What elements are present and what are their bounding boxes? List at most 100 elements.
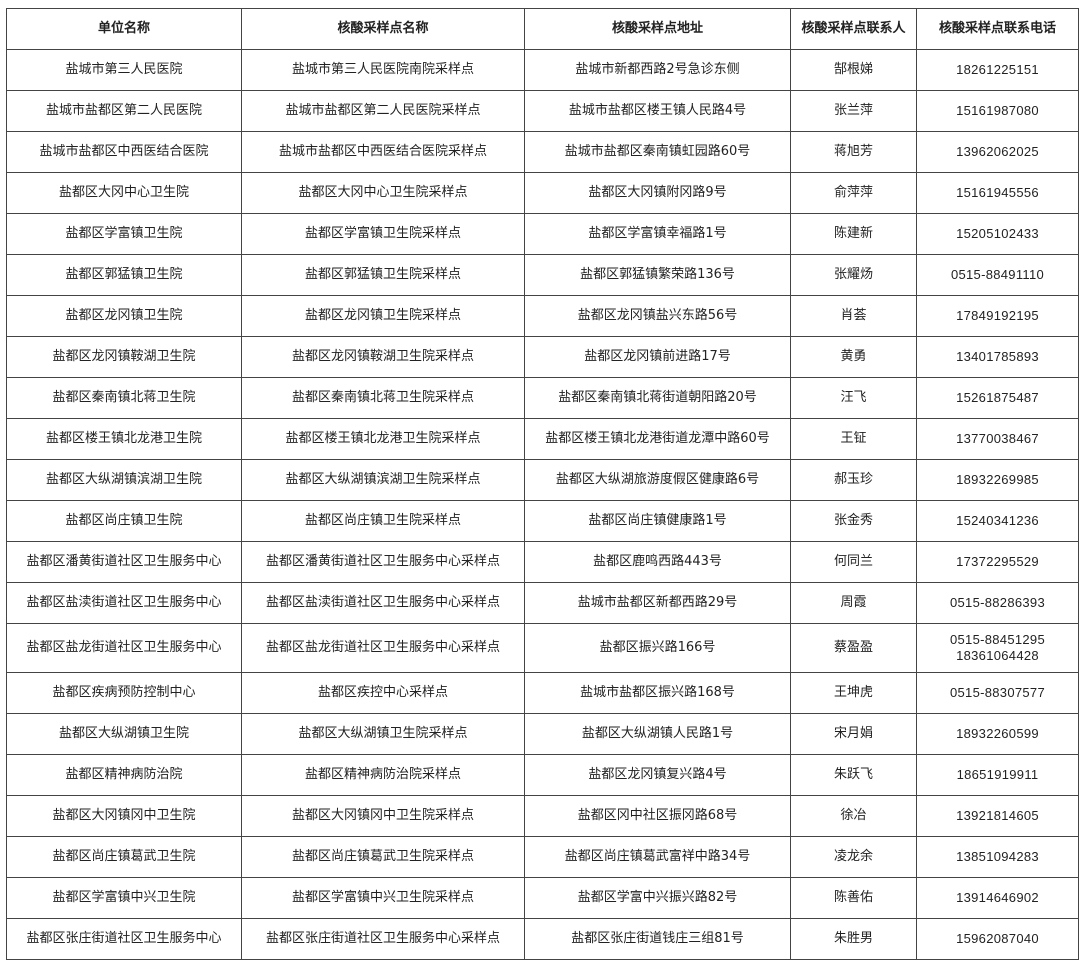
phone-cell: 13401785893 [916, 336, 1079, 378]
table-row: 盐都区盐渎街道社区卫生服务中心 盐都区盐渎街道社区卫生服务中心采样点 盐城市盐都区新… [6, 582, 1079, 624]
address-cell: 盐都区大纵湖旅游度假区健康路6号 [524, 459, 791, 501]
site-cell: 盐都区大纵湖镇卫生院采样点 [241, 713, 525, 755]
phone-cell: 13921814605 [916, 795, 1079, 837]
phone-cell: 18932260599 [916, 713, 1079, 755]
unit-cell: 盐都区楼王镇北龙港卫生院 [6, 418, 242, 460]
unit-cell: 盐城市盐都区第二人民医院 [6, 90, 242, 132]
contact-cell: 陈善佑 [790, 877, 917, 919]
phone-cell: 15205102433 [916, 213, 1079, 255]
phone-number: 13962062025 [956, 144, 1039, 159]
unit-cell: 盐都区郭猛镇卫生院 [6, 254, 242, 296]
phone-number: 13851094283 [956, 849, 1039, 864]
contact-cell: 张兰萍 [790, 90, 917, 132]
phone-number: 17849192195 [956, 308, 1039, 323]
address-cell: 盐都区学富中兴振兴路82号 [524, 877, 791, 919]
address-cell: 盐城市盐都区秦南镇虹园路60号 [524, 131, 791, 173]
contact-cell: 何同兰 [790, 541, 917, 583]
unit-cell: 盐都区盐龙街道社区卫生服务中心 [6, 623, 242, 673]
phone-number: 15161987080 [956, 103, 1039, 118]
phone-number: 0515-88307577 [950, 685, 1045, 700]
phone-cell: 0515-88286393 [916, 582, 1079, 624]
phone-cell: 0515-88451295 18361064428 [916, 623, 1079, 673]
table-row: 盐城市盐都区第二人民医院 盐城市盐都区第二人民医院采样点 盐城市盐都区楼王镇人民路4… [6, 90, 1079, 132]
phone-cell: 18932269985 [916, 459, 1079, 501]
phone-cell: 15161987080 [916, 90, 1079, 132]
phone-cell: 15240341236 [916, 500, 1079, 542]
site-cell: 盐都区大纵湖镇滨湖卫生院采样点 [241, 459, 525, 501]
table-row: 盐城市盐都区中西医结合医院 盐城市盐都区中西医结合医院采样点 盐城市盐都区秦南镇虹园… [6, 131, 1079, 173]
phone-cell: 13914646902 [916, 877, 1079, 919]
site-cell: 盐都区疾控中心采样点 [241, 672, 525, 714]
address-cell: 盐都区大冈镇附冈路9号 [524, 172, 791, 214]
phone-number: 13914646902 [956, 890, 1039, 905]
site-cell: 盐都区秦南镇北蒋卫生院采样点 [241, 377, 525, 419]
phone-cell: 18651919911 [916, 754, 1079, 796]
phone-cell: 17849192195 [916, 295, 1079, 337]
contact-cell: 张耀炀 [790, 254, 917, 296]
address-cell: 盐都区学富镇幸福路1号 [524, 213, 791, 255]
phone-number: 15261875487 [956, 390, 1039, 405]
phone-cell: 18261225151 [916, 49, 1079, 91]
unit-cell: 盐都区潘黄街道社区卫生服务中心 [6, 541, 242, 583]
phone-number: 0515-88491110 [950, 267, 1045, 282]
contact-cell: 张金秀 [790, 500, 917, 542]
address-cell: 盐都区尚庄镇葛武富祥中路34号 [524, 836, 791, 878]
table-row: 盐都区大冈镇冈中卫生院 盐都区大冈镇冈中卫生院采样点 盐都区冈中社区振冈路68号 徐冶… [6, 795, 1079, 837]
site-cell: 盐都区龙冈镇卫生院采样点 [241, 295, 525, 337]
address-cell: 盐都区振兴路166号 [524, 623, 791, 673]
site-cell: 盐都区潘黄街道社区卫生服务中心采样点 [241, 541, 525, 583]
phone-number: 0515-88286393 [950, 595, 1045, 610]
header-address: 核酸采样点地址 [524, 8, 791, 50]
phone-number: 18361064428 [956, 648, 1039, 663]
phone-number: 18651919911 [956, 767, 1039, 782]
phone-cell: 17372295529 [916, 541, 1079, 583]
phone-number: 13921814605 [956, 808, 1039, 823]
phone-number: 18932260599 [956, 726, 1039, 741]
unit-cell: 盐都区尚庄镇卫生院 [6, 500, 242, 542]
contact-cell: 黄勇 [790, 336, 917, 378]
site-cell: 盐都区楼王镇北龙港卫生院采样点 [241, 418, 525, 460]
site-cell: 盐都区大冈中心卫生院采样点 [241, 172, 525, 214]
phone-number: 18261225151 [956, 62, 1039, 77]
table-row: 盐都区潘黄街道社区卫生服务中心 盐都区潘黄街道社区卫生服务中心采样点 盐都区鹿鸣西路… [6, 541, 1079, 583]
unit-cell: 盐都区大冈镇冈中卫生院 [6, 795, 242, 837]
table-row: 盐都区楼王镇北龙港卫生院 盐都区楼王镇北龙港卫生院采样点 盐都区楼王镇北龙港街道龙潭… [6, 418, 1079, 460]
phone-cell: 15962087040 [916, 918, 1079, 960]
table-row: 盐都区盐龙街道社区卫生服务中心 盐都区盐龙街道社区卫生服务中心采样点 盐都区振兴路1… [6, 623, 1079, 673]
address-cell: 盐都区秦南镇北蒋街道朝阳路20号 [524, 377, 791, 419]
phone-cell: 13770038467 [916, 418, 1079, 460]
unit-cell: 盐都区龙冈镇卫生院 [6, 295, 242, 337]
unit-cell: 盐都区盐渎街道社区卫生服务中心 [6, 582, 242, 624]
site-cell: 盐都区学富镇中兴卫生院采样点 [241, 877, 525, 919]
contact-cell: 王钲 [790, 418, 917, 460]
table-row: 盐都区秦南镇北蒋卫生院 盐都区秦南镇北蒋卫生院采样点 盐都区秦南镇北蒋街道朝阳路20… [6, 377, 1079, 419]
table-row: 盐都区大纵湖镇滨湖卫生院 盐都区大纵湖镇滨湖卫生院采样点 盐都区大纵湖旅游度假区健康… [6, 459, 1079, 501]
unit-cell: 盐都区学富镇中兴卫生院 [6, 877, 242, 919]
address-cell: 盐都区龙冈镇盐兴东路56号 [524, 295, 791, 337]
table-row: 盐都区大冈中心卫生院 盐都区大冈中心卫生院采样点 盐都区大冈镇附冈路9号 俞萍萍 151… [6, 172, 1079, 214]
phone-number: 13770038467 [956, 431, 1039, 446]
address-cell: 盐城市盐都区楼王镇人民路4号 [524, 90, 791, 132]
phone-cell: 15161945556 [916, 172, 1079, 214]
site-cell: 盐都区精神病防治院采样点 [241, 754, 525, 796]
phone-number: 0515-88451295 [950, 632, 1045, 647]
table-row: 盐都区龙冈镇鞍湖卫生院 盐都区龙冈镇鞍湖卫生院采样点 盐都区龙冈镇前进路17号 黄勇 1… [6, 336, 1079, 378]
phone-number: 15962087040 [956, 931, 1039, 946]
address-cell: 盐都区大纵湖镇人民路1号 [524, 713, 791, 755]
table-row: 盐都区尚庄镇葛武卫生院 盐都区尚庄镇葛武卫生院采样点 盐都区尚庄镇葛武富祥中路34号… [6, 836, 1079, 878]
contact-cell: 朱跃飞 [790, 754, 917, 796]
site-cell: 盐都区张庄街道社区卫生服务中心采样点 [241, 918, 525, 960]
contact-cell: 蒋旭芳 [790, 131, 917, 173]
contact-cell: 俞萍萍 [790, 172, 917, 214]
contact-cell: 朱胜男 [790, 918, 917, 960]
contact-cell: 陈建新 [790, 213, 917, 255]
address-cell: 盐都区张庄街道钱庄三组81号 [524, 918, 791, 960]
site-cell: 盐都区尚庄镇卫生院采样点 [241, 500, 525, 542]
address-cell: 盐都区冈中社区振冈路68号 [524, 795, 791, 837]
phone-cell: 15261875487 [916, 377, 1079, 419]
table-row: 盐都区郭猛镇卫生院 盐都区郭猛镇卫生院采样点 盐都区郭猛镇繁荣路136号 张耀炀 051… [6, 254, 1079, 296]
contact-cell: 凌龙余 [790, 836, 917, 878]
unit-cell: 盐都区精神病防治院 [6, 754, 242, 796]
header-row: 单位名称 核酸采样点名称 核酸采样点地址 核酸采样点联系人 核酸采样点联系电话 [6, 8, 1079, 50]
unit-cell: 盐都区尚庄镇葛武卫生院 [6, 836, 242, 878]
